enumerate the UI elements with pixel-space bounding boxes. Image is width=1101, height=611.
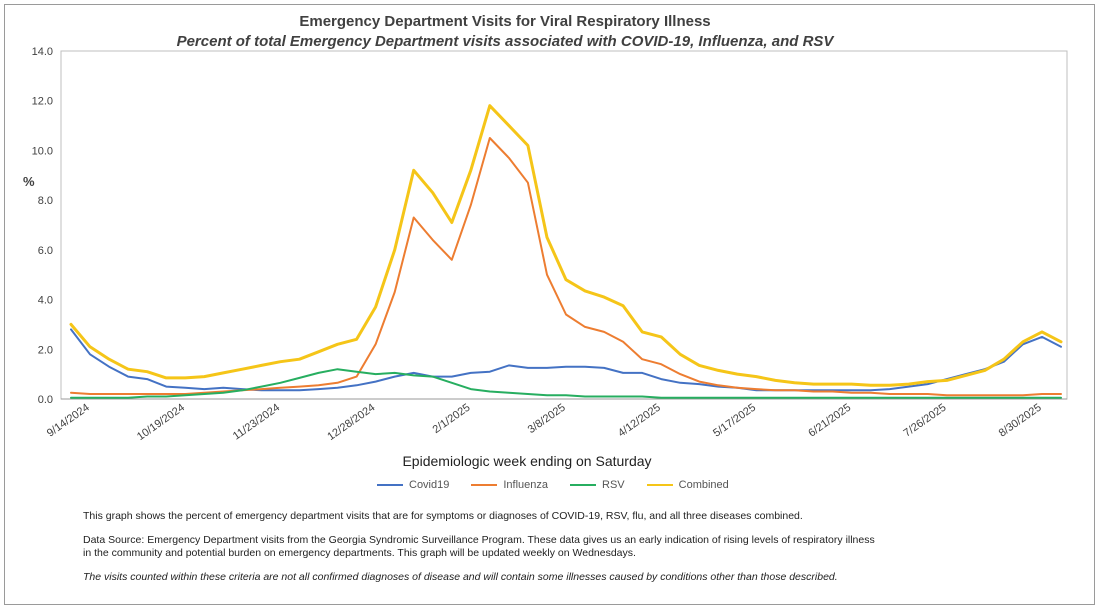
y-axis-label: % <box>23 174 35 189</box>
legend-label-covid19: Covid19 <box>409 479 450 491</box>
chart-title: Emergency Department Visits for Viral Re… <box>299 13 711 30</box>
x-tick-label: 11/23/2024 <box>231 402 282 443</box>
legend-item-rsv: RSV <box>570 479 625 491</box>
x-tick-label: 4/12/2025 <box>616 402 663 440</box>
x-tick-label: 8/30/2025 <box>997 402 1044 440</box>
legend-item-covid19: Covid19 <box>377 479 449 491</box>
x-tick-label: 6/21/2025 <box>806 402 853 440</box>
x-axis-ticks: 9/14/2024 10/19/2024 11/23/2024 12/28/2024 2… <box>45 402 1044 443</box>
y-tick-label: 2.0 <box>38 344 53 356</box>
y-axis-ticks: 0.0 2.0 4.0 6.0 8.0 10.0 12.0 14.0 <box>32 46 53 406</box>
y-tick-label: 6.0 <box>38 245 53 257</box>
x-tick-label: 2/1/2025 <box>431 402 473 436</box>
series-line-influenza <box>70 137 1062 397</box>
y-tick-label: 12.0 <box>32 96 53 108</box>
legend-swatch-influenza <box>471 484 498 486</box>
note-disclaimer: The visits counted within these criteria… <box>83 570 838 583</box>
chart-frame: Emergency Department Visits for Viral Re… <box>4 4 1095 605</box>
x-tick-label: 7/26/2025 <box>902 402 949 440</box>
x-tick-label: 5/17/2025 <box>711 402 758 440</box>
y-tick-label: 0.0 <box>38 394 53 406</box>
y-tick-label: 4.0 <box>38 295 53 307</box>
x-tick-label: 10/19/2024 <box>135 402 187 443</box>
legend-swatch-rsv <box>570 484 597 486</box>
chart-axes <box>60 50 1068 400</box>
note-data-source-line1: Data Source: Emergency Department visits… <box>83 533 875 546</box>
note-description: This graph shows the percent of emergenc… <box>83 510 803 522</box>
legend-item-influenza: Influenza <box>471 479 548 491</box>
series-lines <box>69 104 1063 399</box>
plot-area-border <box>60 50 1068 400</box>
x-tick-label: 9/14/2024 <box>45 402 92 440</box>
chart-notes: This graph shows the percent of emergenc… <box>83 510 1003 594</box>
line-chart: 0.0 2.0 4.0 6.0 8.0 10.0 12.0 14.0 9/14/2024 10/… <box>23 46 1068 469</box>
series-line-covid19 <box>70 328 1062 392</box>
y-tick-label: 8.0 <box>38 195 53 207</box>
legend-swatch-combined <box>646 484 673 486</box>
series-line-combined <box>69 104 1063 387</box>
y-tick-label: 10.0 <box>32 145 53 157</box>
chart-subtitle: Percent of total Emergency Department vi… <box>176 33 834 50</box>
legend-label-influenza: Influenza <box>503 479 549 491</box>
note-data-source-line2: in the community and potential burden on… <box>83 547 636 559</box>
legend-label-combined: Combined <box>678 479 729 491</box>
series-line-rsv <box>70 368 1062 399</box>
chart-legend: Covid19 Influenza RSV Combined <box>377 479 729 491</box>
legend-item-combined: Combined <box>646 479 729 491</box>
x-tick-label: 3/8/2025 <box>526 402 568 436</box>
legend-label-rsv: RSV <box>602 479 625 491</box>
note-data-source: Data Source: Emergency Department visits… <box>83 534 1003 561</box>
y-tick-label: 14.0 <box>32 46 53 58</box>
x-tick-label: 12/28/2024 <box>325 402 377 443</box>
x-axis-label: Epidemiologic week ending on Saturday <box>402 453 651 469</box>
legend-swatch-covid19 <box>377 484 403 486</box>
